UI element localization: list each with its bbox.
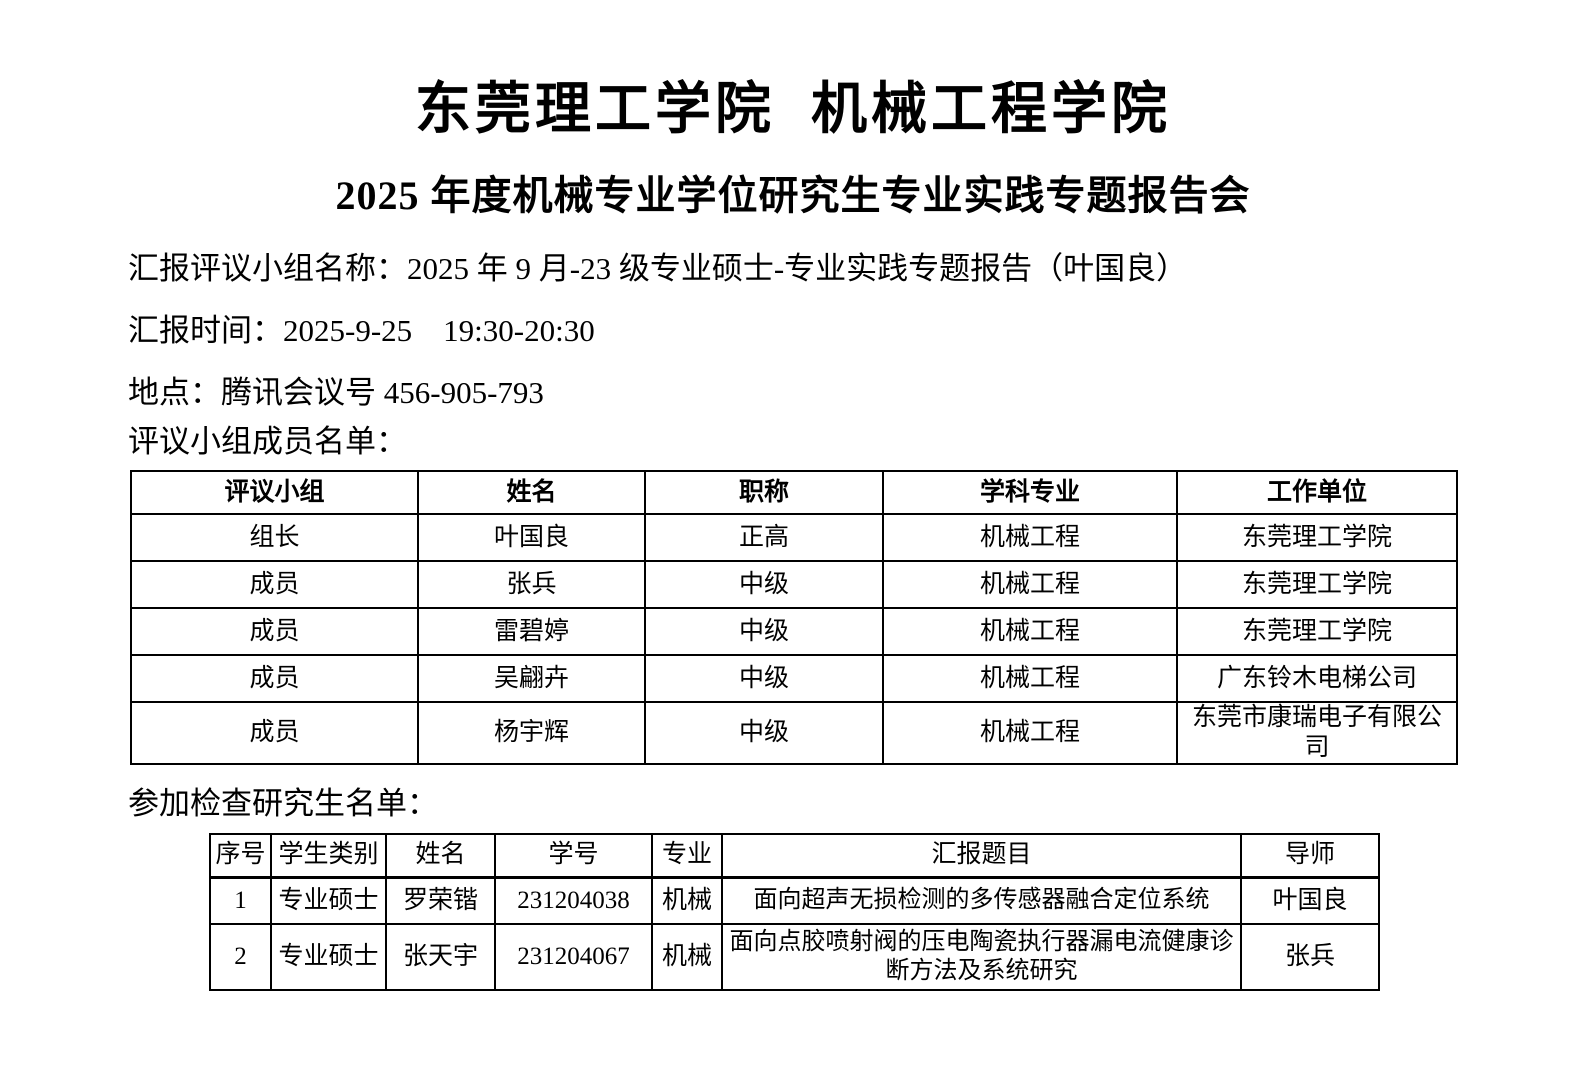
students-cell: 罗荣锴: [385, 876, 496, 925]
committee-cell: 雷碧婷: [417, 607, 646, 656]
students-cell: 面向点胶喷射阀的压电陶瓷执行器漏电流健康诊断方法及系统研究: [721, 923, 1242, 991]
students-cell: 机械: [651, 876, 723, 925]
committee-cell: 成员: [130, 607, 419, 656]
table-row: 成员 吴翩卉 中级 机械工程 广东铃木电梯公司: [130, 654, 1458, 703]
students-header-category: 学生类别: [270, 833, 387, 879]
committee-list-heading: 评议小组成员名单：: [128, 424, 407, 459]
group-name-line: 汇报评议小组名称：2025 年 9 月-23 级专业硕士-专业实践专题报告（叶国…: [128, 251, 1188, 286]
students-cell: 张天宇: [385, 923, 496, 991]
students-header-name: 姓名: [385, 833, 496, 879]
location-line: 地点：腾讯会议号 456-905-793: [128, 375, 544, 410]
students-cell: 面向超声无损检测的多传感器融合定位系统: [721, 876, 1242, 925]
committee-cell: 中级: [644, 654, 884, 703]
committee-cell: 成员: [130, 701, 419, 765]
table-row: 组长 叶国良 正高 机械工程 东莞理工学院: [130, 513, 1458, 562]
table-row: 1 专业硕士 罗荣锴 231204038 机械 面向超声无损检测的多传感器融合定…: [209, 876, 1380, 925]
committee-cell: 吴翩卉: [417, 654, 646, 703]
committee-cell: 中级: [644, 560, 884, 609]
students-header-topic: 汇报题目: [721, 833, 1242, 879]
committee-cell: 机械工程: [882, 513, 1178, 562]
committee-cell: 机械工程: [882, 654, 1178, 703]
committee-header-title: 职称: [644, 470, 884, 515]
committee-header-group: 评议小组: [130, 470, 419, 515]
committee-cell: 东莞理工学院: [1176, 560, 1458, 609]
students-cell: 专业硕士: [270, 923, 387, 991]
students-header-supervisor: 导师: [1240, 833, 1380, 879]
committee-header-row: 评议小组 姓名 职称 学科专业 工作单位: [130, 470, 1458, 515]
students-cell: 231204067: [494, 923, 653, 991]
committee-cell: 杨宇辉: [417, 701, 646, 765]
students-header-major: 专业: [651, 833, 723, 879]
students-list-heading: 参加检查研究生名单：: [128, 786, 438, 821]
time-line: 汇报时间：2025-9-25 19:30-20:30: [128, 313, 595, 348]
committee-cell: 成员: [130, 654, 419, 703]
students-cell: 机械: [651, 923, 723, 991]
table-row: 2 专业硕士 张天宇 231204067 机械 面向点胶喷射阀的压电陶瓷执行器漏…: [209, 923, 1380, 991]
committee-cell: 机械工程: [882, 560, 1178, 609]
committee-cell: 机械工程: [882, 607, 1178, 656]
students-cell: 专业硕士: [270, 876, 387, 925]
committee-cell: 广东铃木电梯公司: [1176, 654, 1458, 703]
committee-table: 评议小组 姓名 职称 学科专业 工作单位 组长 叶国良 正高 机械工程 东莞理工…: [130, 470, 1458, 765]
committee-cell: 正高: [644, 513, 884, 562]
students-cell: 2: [209, 923, 272, 991]
students-cell: 1: [209, 876, 272, 925]
page-title: 东莞理工学院 机械工程学院: [415, 79, 1171, 141]
students-cell: 叶国良: [1240, 876, 1380, 925]
committee-cell: 机械工程: [882, 701, 1178, 765]
students-table: 序号 学生类别 姓名 学号 专业 汇报题目 导师 1 专业硕士 罗荣锴 2312…: [209, 833, 1380, 991]
committee-cell: 叶国良: [417, 513, 646, 562]
committee-header-name: 姓名: [417, 470, 646, 515]
committee-cell: 组长: [130, 513, 419, 562]
students-cell: 张兵: [1240, 923, 1380, 991]
students-header-row: 序号 学生类别 姓名 学号 专业 汇报题目 导师: [209, 833, 1380, 879]
committee-cell: 中级: [644, 607, 884, 656]
committee-cell: 张兵: [417, 560, 646, 609]
committee-cell: 东莞理工学院: [1176, 607, 1458, 656]
committee-header-major: 学科专业: [882, 470, 1178, 515]
students-header-id: 学号: [494, 833, 653, 879]
students-header-index: 序号: [209, 833, 272, 879]
page-subtitle: 2025 年度机械专业学位研究生专业实践专题报告会: [335, 173, 1251, 218]
committee-header-unit: 工作单位: [1176, 470, 1458, 515]
table-row: 成员 雷碧婷 中级 机械工程 东莞理工学院: [130, 607, 1458, 656]
committee-cell: 东莞市康瑞电子有限公司: [1176, 701, 1458, 765]
table-row: 成员 杨宇辉 中级 机械工程 东莞市康瑞电子有限公司: [130, 701, 1458, 765]
table-row: 成员 张兵 中级 机械工程 东莞理工学院: [130, 560, 1458, 609]
committee-cell: 东莞理工学院: [1176, 513, 1458, 562]
committee-cell: 中级: [644, 701, 884, 765]
students-cell: 231204038: [494, 876, 653, 925]
committee-cell: 成员: [130, 560, 419, 609]
